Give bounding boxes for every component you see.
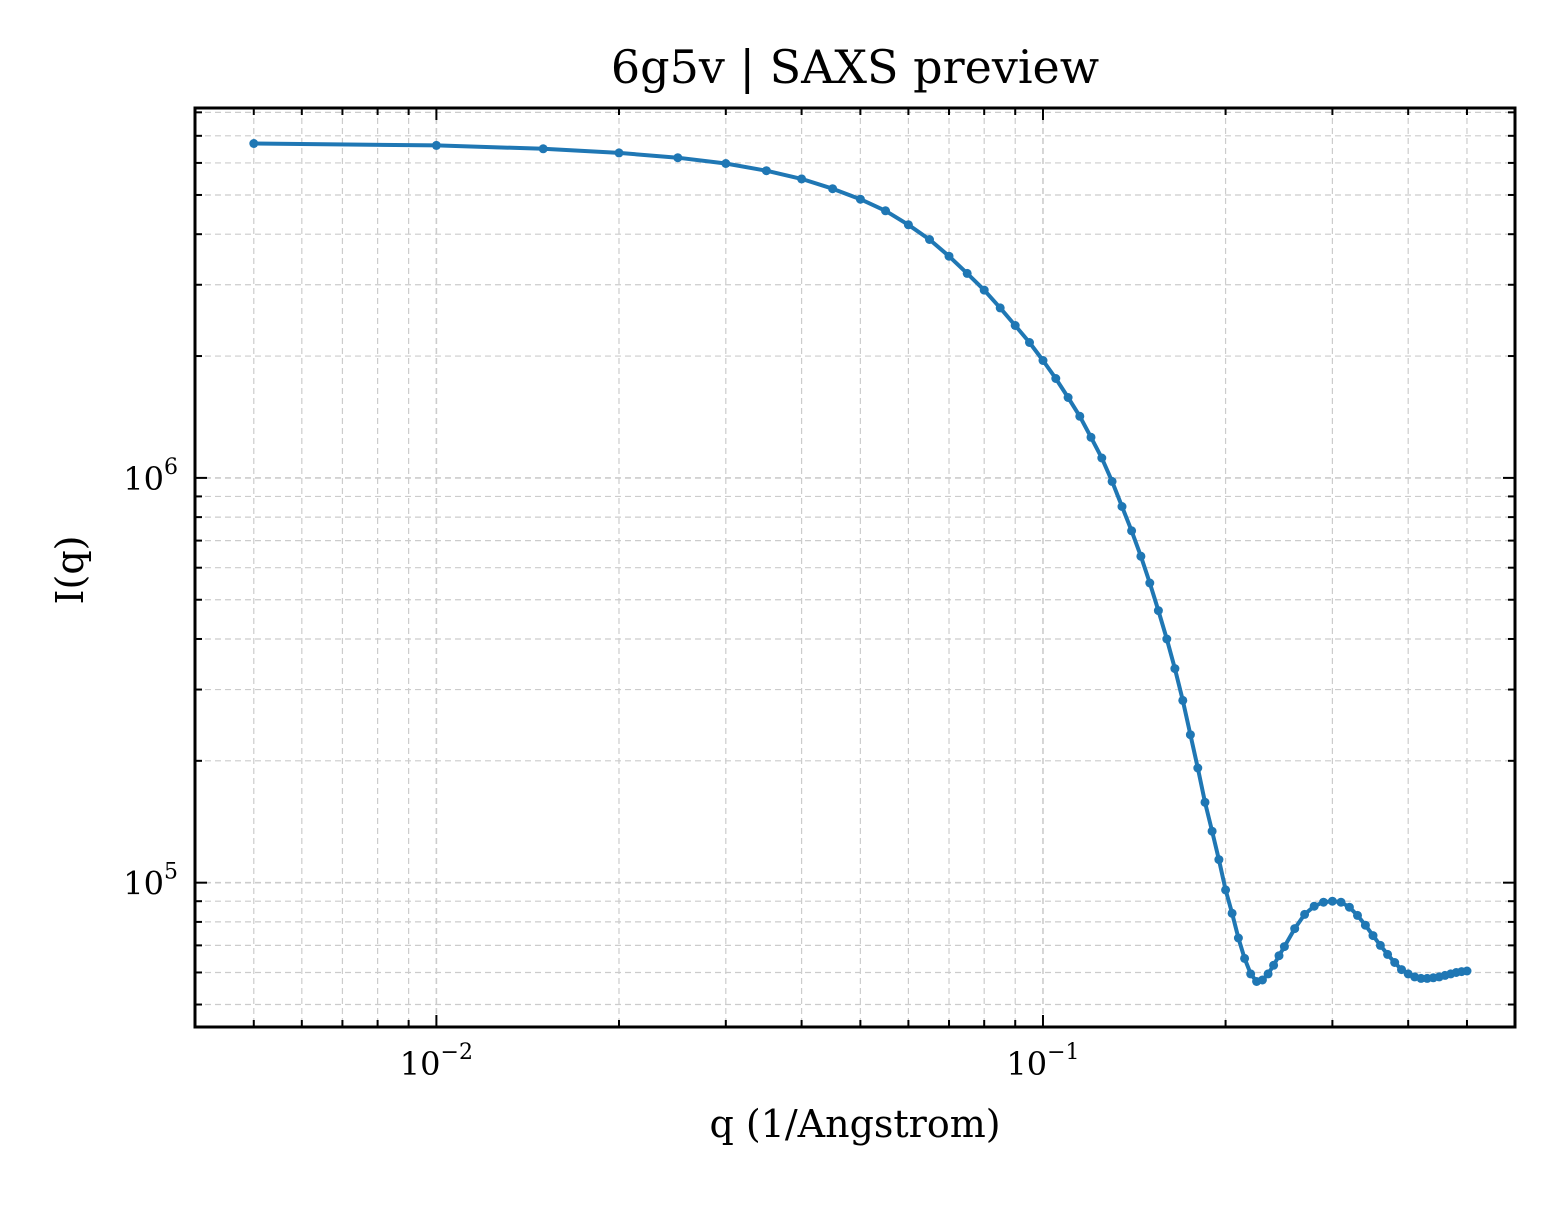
data-point <box>538 144 548 154</box>
data-point <box>1207 826 1217 836</box>
data-point <box>1274 951 1284 961</box>
data-point <box>881 206 890 216</box>
data-point <box>614 148 624 158</box>
data-point <box>1063 393 1073 402</box>
data-point <box>1368 931 1378 941</box>
data-point <box>1416 973 1426 983</box>
data-point <box>925 235 934 244</box>
data-point <box>1136 551 1146 561</box>
data-point <box>1290 924 1300 934</box>
data-point <box>828 184 838 194</box>
grid <box>194 108 1515 1027</box>
data-point <box>1309 901 1319 911</box>
data-point <box>1360 920 1370 930</box>
data-point <box>855 194 865 204</box>
data-point <box>1279 942 1289 952</box>
data-point <box>1246 969 1256 979</box>
y-tick-label: 106 <box>123 455 178 498</box>
series-layer <box>249 139 1472 986</box>
data-point <box>1185 730 1195 740</box>
data-point <box>1214 855 1224 865</box>
plot-frame <box>193 106 1517 1029</box>
data-point <box>1010 321 1020 330</box>
data-point <box>1086 432 1096 442</box>
data-point <box>1145 578 1155 588</box>
y-axis-label: I(q) <box>48 536 92 605</box>
data-point <box>249 139 259 148</box>
data-point <box>1227 908 1237 918</box>
data-point <box>1269 960 1279 970</box>
data-point <box>1117 502 1127 511</box>
data-point <box>1200 797 1210 807</box>
data-point <box>903 220 913 230</box>
data-point <box>1051 374 1061 383</box>
data-point <box>1153 606 1163 616</box>
data-point <box>673 153 683 163</box>
data-point <box>1221 885 1231 895</box>
data-point <box>1178 695 1188 705</box>
chart-title: 6g5v | SAXS preview <box>611 40 1099 94</box>
data-point <box>1375 940 1385 950</box>
data-point <box>1240 953 1250 963</box>
data-point <box>1397 965 1406 975</box>
data-point <box>1127 526 1137 536</box>
data-point <box>1390 958 1400 967</box>
data-point <box>1300 909 1310 919</box>
data-point <box>995 303 1005 313</box>
data-point <box>1193 763 1203 773</box>
data-point <box>1038 356 1048 365</box>
x-tick-label: 10−2 <box>400 1040 473 1083</box>
data-point <box>979 285 989 295</box>
tick-labels: 10−2 10−1 105 106 <box>123 455 1079 1083</box>
data-point <box>944 251 954 261</box>
data-point <box>1233 933 1243 943</box>
data-point <box>761 166 771 176</box>
data-point <box>1025 338 1034 347</box>
data-point <box>1263 969 1273 979</box>
data-point <box>1336 897 1346 907</box>
data-point <box>721 159 731 168</box>
x-tick-label: 10−1 <box>1006 1040 1079 1083</box>
data-point <box>1462 966 1472 976</box>
data-point <box>1257 975 1267 985</box>
data-point <box>431 140 441 150</box>
y-tick-label: 105 <box>123 860 178 903</box>
data-point <box>1344 902 1354 912</box>
data-point <box>1353 910 1362 920</box>
data-point <box>1170 664 1180 674</box>
x-axis-label: q (1/Angstrom) <box>709 1102 1000 1146</box>
data-point <box>1319 897 1328 907</box>
data-point <box>1075 411 1085 421</box>
data-point <box>1097 453 1107 463</box>
data-point <box>1327 896 1337 906</box>
data-point <box>797 174 807 184</box>
data-point <box>1162 634 1172 644</box>
data-point <box>1107 476 1117 486</box>
data-point <box>962 268 972 278</box>
data-point <box>1383 949 1393 959</box>
